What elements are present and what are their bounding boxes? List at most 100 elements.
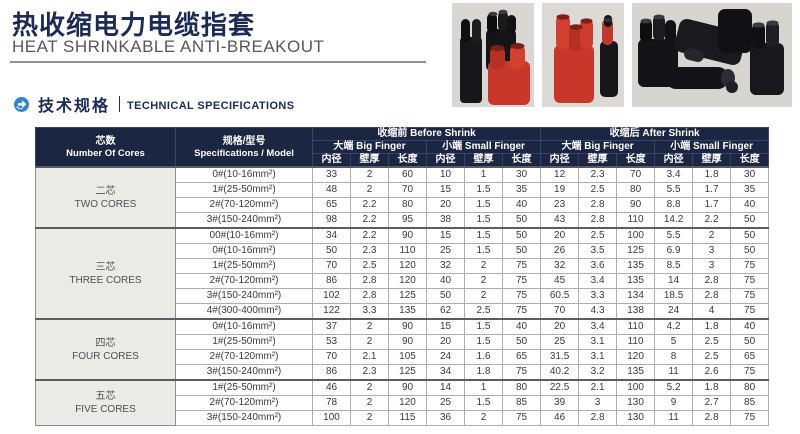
value-cell: 2.1	[350, 349, 389, 365]
value-cell: 26	[540, 243, 580, 259]
product-photo-3	[632, 3, 792, 107]
value-cell: 45	[540, 273, 580, 289]
value-cell: 2.5	[692, 349, 732, 365]
col-header-length: 长度	[616, 153, 656, 168]
table-row: 2#(70-120mm²) 86 2.8 120 40 2 75 45 3.4 135 14 2.8 7…	[36, 273, 770, 289]
boot-illustration-black-red	[452, 3, 534, 107]
value-cell: 12	[540, 166, 580, 183]
value-cell: 2.8	[692, 273, 732, 289]
value-cell: 2.5	[692, 334, 732, 350]
value-cell: 2	[464, 258, 503, 274]
value-cell: 78	[312, 395, 351, 411]
value-cell: 3.1	[578, 334, 618, 350]
value-cell: 2	[464, 273, 503, 289]
value-cell: 34	[312, 227, 351, 244]
section-title-cn: 技术规格	[38, 98, 111, 115]
model-cell: 00#(10-16mm²)	[175, 227, 313, 244]
value-cell: 2.8	[692, 410, 732, 426]
value-cell: 3.6	[578, 258, 618, 274]
value-cell: 34	[426, 364, 465, 381]
value-cell: 75	[501, 273, 542, 289]
value-cell: 110	[388, 243, 427, 259]
cores-label-cn: 二芯	[95, 185, 116, 197]
value-cell: 14	[426, 379, 465, 396]
value-cell: 75	[730, 410, 770, 426]
header-divider	[10, 61, 426, 63]
value-cell: 2.6	[692, 364, 732, 381]
model-cell: 2#(70-120mm²)	[175, 273, 313, 289]
value-cell: 1.8	[692, 379, 732, 396]
value-cell: 3.3	[350, 303, 389, 320]
boot-illustration-red-black	[542, 3, 624, 107]
value-cell: 85	[501, 395, 542, 411]
col-header-cores-cn: 芯数	[95, 135, 116, 147]
value-cell: 85	[730, 395, 770, 411]
table-row: 2#(70-120mm²) 70 2.1 105 24 1.6 65 31.5 3.1 120 8 2…	[36, 349, 770, 365]
value-cell: 3.4	[654, 166, 694, 183]
value-cell: 2.3	[578, 166, 618, 183]
value-cell: 1.5	[464, 182, 503, 198]
value-cell: 90	[388, 318, 427, 335]
value-cell: 30	[501, 166, 542, 183]
value-cell: 75	[501, 364, 542, 381]
value-cell: 90	[388, 227, 427, 244]
value-cell: 53	[312, 334, 351, 350]
value-cell: 4.3	[578, 303, 618, 320]
value-cell: 102	[312, 288, 351, 304]
value-cell: 50	[501, 212, 542, 229]
table-row: 二芯 TWO CORES 0#(10-16mm²) 33 2 60 10 1 30 12 2.3 70…	[35, 166, 770, 229]
value-cell: 100	[312, 410, 351, 426]
value-cell: 125	[388, 364, 427, 381]
section-title-en: TECHNICAL SPECIFICATIONS	[127, 100, 295, 112]
col-header-wall-thickness: 壁厚	[692, 153, 732, 168]
value-cell: 40	[426, 273, 465, 289]
value-cell: 1.5	[464, 243, 503, 259]
col-header-length: 长度	[501, 153, 542, 168]
value-cell: 14	[654, 273, 694, 289]
value-cell: 1.7	[692, 197, 732, 213]
value-cell: 39	[540, 395, 580, 411]
value-cell: 35	[501, 182, 542, 198]
value-cell: 95	[388, 212, 427, 229]
value-cell: 3.4	[578, 318, 618, 335]
value-cell: 25	[426, 395, 465, 411]
value-cell: 60.5	[540, 288, 580, 304]
model-cell: 2#(70-120mm²)	[175, 395, 313, 411]
value-cell: 86	[312, 364, 351, 381]
table-header-row-2: 大端 Big Finger 小端 Small Finger 大端 Big Fin…	[36, 140, 770, 154]
value-cell: 30	[730, 166, 770, 183]
value-cell: 75	[501, 303, 542, 320]
table-row: 1#(25-50mm²) 70 2.5 120 32 2 75 32 3.6 135 8.5 3 75	[36, 258, 770, 274]
model-cell: 0#(10-16mm²)	[175, 318, 313, 335]
table-header-row-3: 内径 壁厚 长度 内径 壁厚 长度 内径 壁厚 长度 内径 壁厚 长度	[36, 153, 770, 168]
value-cell: 14.2	[654, 212, 694, 229]
value-cell: 115	[388, 410, 427, 426]
value-cell: 2.2	[350, 227, 389, 244]
value-cell: 90	[616, 197, 656, 213]
value-cell: 120	[616, 349, 656, 365]
value-cell: 1.5	[464, 395, 503, 411]
value-cell: 86	[312, 273, 351, 289]
value-cell: 23	[540, 197, 580, 213]
value-cell: 98	[312, 212, 351, 229]
value-cell: 75	[730, 288, 770, 304]
table-row: 五芯 FIVE CORES 1#(25-50mm²) 46 2 90 14 1 80 22.5 2.…	[35, 379, 770, 426]
value-cell: 3	[578, 395, 618, 411]
cores-label-cn: 四芯	[95, 337, 116, 349]
model-cell: 0#(10-16mm²)	[175, 166, 313, 183]
cores-label-en: THREE CORES	[69, 274, 142, 286]
value-cell: 50	[501, 243, 542, 259]
value-cell: 9	[654, 395, 694, 411]
value-cell: 8.8	[654, 197, 694, 213]
value-cell: 110	[616, 334, 656, 350]
value-cell: 1.5	[464, 334, 503, 350]
value-cell: 2	[464, 410, 503, 426]
table-row: 1#(25-50mm²) 53 2 90 20 1.5 50 25 3.1 110 5 2.5 50	[36, 334, 770, 350]
col-header-big-finger-after: 大端 Big Finger	[540, 140, 656, 154]
model-cell: 1#(25-50mm²)	[175, 334, 313, 350]
col-header-wall-thickness: 壁厚	[464, 153, 503, 168]
value-cell: 38	[426, 212, 465, 229]
value-cell: 65	[312, 197, 351, 213]
value-cell: 11	[654, 410, 694, 426]
value-cell: 20	[426, 334, 465, 350]
